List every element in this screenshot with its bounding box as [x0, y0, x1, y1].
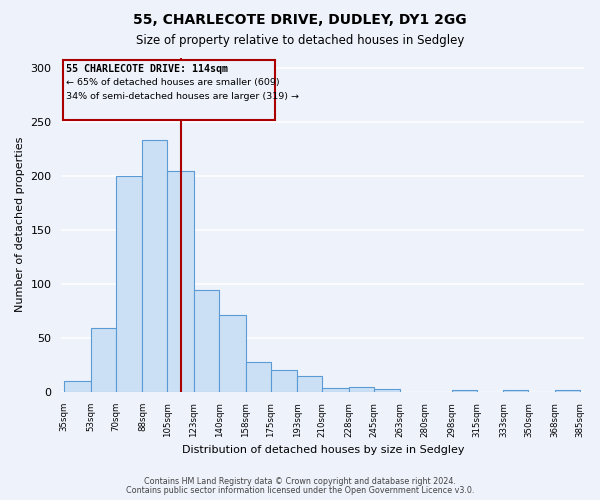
Bar [219, 316, 245, 392]
X-axis label: Distribution of detached houses by size in Sedgley: Distribution of detached houses by size … [182, 445, 464, 455]
Bar [64, 382, 91, 392]
Bar [297, 376, 322, 392]
Text: Size of property relative to detached houses in Sedgley: Size of property relative to detached ho… [136, 34, 464, 47]
Text: 55, CHARLECOTE DRIVE, DUDLEY, DY1 2GG: 55, CHARLECOTE DRIVE, DUDLEY, DY1 2GG [133, 12, 467, 26]
Bar [503, 390, 529, 392]
Bar [349, 386, 374, 392]
Bar [116, 176, 142, 392]
Bar [452, 390, 477, 392]
Bar [245, 362, 271, 392]
Bar [167, 171, 194, 392]
Text: Contains HM Land Registry data © Crown copyright and database right 2024.: Contains HM Land Registry data © Crown c… [144, 477, 456, 486]
Text: Contains public sector information licensed under the Open Government Licence v3: Contains public sector information licen… [126, 486, 474, 495]
Text: 55 CHARLECOTE DRIVE: 114sqm: 55 CHARLECOTE DRIVE: 114sqm [66, 64, 228, 74]
Bar [322, 388, 349, 392]
Bar [555, 390, 580, 392]
Bar [194, 290, 219, 392]
Bar [63, 60, 275, 120]
Bar [91, 328, 116, 392]
Bar [374, 389, 400, 392]
Text: 34% of semi-detached houses are larger (319) →: 34% of semi-detached houses are larger (… [66, 92, 299, 101]
Bar [142, 140, 167, 392]
Y-axis label: Number of detached properties: Number of detached properties [15, 137, 25, 312]
Text: ← 65% of detached houses are smaller (609): ← 65% of detached houses are smaller (60… [66, 78, 280, 87]
Bar [271, 370, 297, 392]
